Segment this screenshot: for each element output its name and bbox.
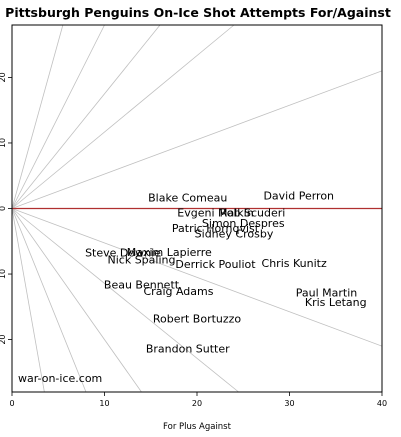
fan-line-6 — [11, 208, 239, 393]
y-tick-label: 20 — [0, 334, 7, 344]
fan-line-4 — [11, 70, 383, 209]
fan-line-3 — [11, 24, 235, 209]
player-label: Chris Kunitz — [262, 257, 327, 270]
player-label: Nick Spaling — [108, 254, 176, 267]
fan-line-5 — [11, 208, 383, 347]
y-tick-label: 10 — [0, 138, 7, 148]
y-tick-label: 20 — [0, 72, 7, 82]
x-axis-title: For Plus Against — [163, 422, 232, 432]
player-label: Robert Bortuzzo — [153, 313, 242, 326]
fan-line-8 — [11, 208, 87, 393]
x-tick-label: 0 — [9, 399, 14, 408]
x-axis: 0 10 20 30 40 — [9, 392, 387, 408]
player-label: Kris Letang — [305, 296, 367, 309]
x-tick-label: 40 — [377, 399, 387, 408]
player-label: Craig Adams — [144, 285, 214, 298]
player-label: Sidney Crosby — [195, 227, 274, 240]
player-label: Evgeni Malkin — [177, 206, 253, 219]
player-label: Steve Downie — [85, 246, 161, 259]
fan-line-2 — [11, 24, 161, 209]
player-label: David Perron — [263, 189, 334, 202]
player-label: Derrick Pouliot — [175, 258, 256, 271]
fan-line-1 — [11, 24, 105, 209]
player-label: Maxim Lapierre — [127, 246, 212, 259]
fan-line-7 — [11, 208, 142, 393]
player-label: Brandon Sutter — [146, 343, 230, 356]
y-axis: 20 10 0 10 20 — [0, 72, 12, 345]
fan-lines — [11, 24, 383, 393]
y-tick-label: 0 — [0, 206, 7, 211]
player-label: Blake Comeau — [148, 191, 227, 204]
player-label: Rob Scuderi — [220, 206, 286, 219]
x-tick-label: 20 — [192, 399, 202, 408]
y-tick-label: 10 — [0, 269, 7, 279]
player-label: Beau Bennett — [104, 279, 180, 292]
fan-line-0 — [11, 24, 64, 209]
player-label: Paul Martin — [296, 286, 358, 299]
player-label: Simon Despres — [202, 217, 285, 230]
x-tick-label: 30 — [284, 399, 294, 408]
watermark: war-on-ice.com — [18, 372, 102, 385]
player-label: Patric Hornqvist — [172, 222, 260, 235]
fan-line-9 — [11, 208, 45, 393]
chart-title: Pittsburgh Penguins On-Ice Shot Attempts… — [5, 5, 391, 20]
x-tick-label: 10 — [99, 399, 109, 408]
